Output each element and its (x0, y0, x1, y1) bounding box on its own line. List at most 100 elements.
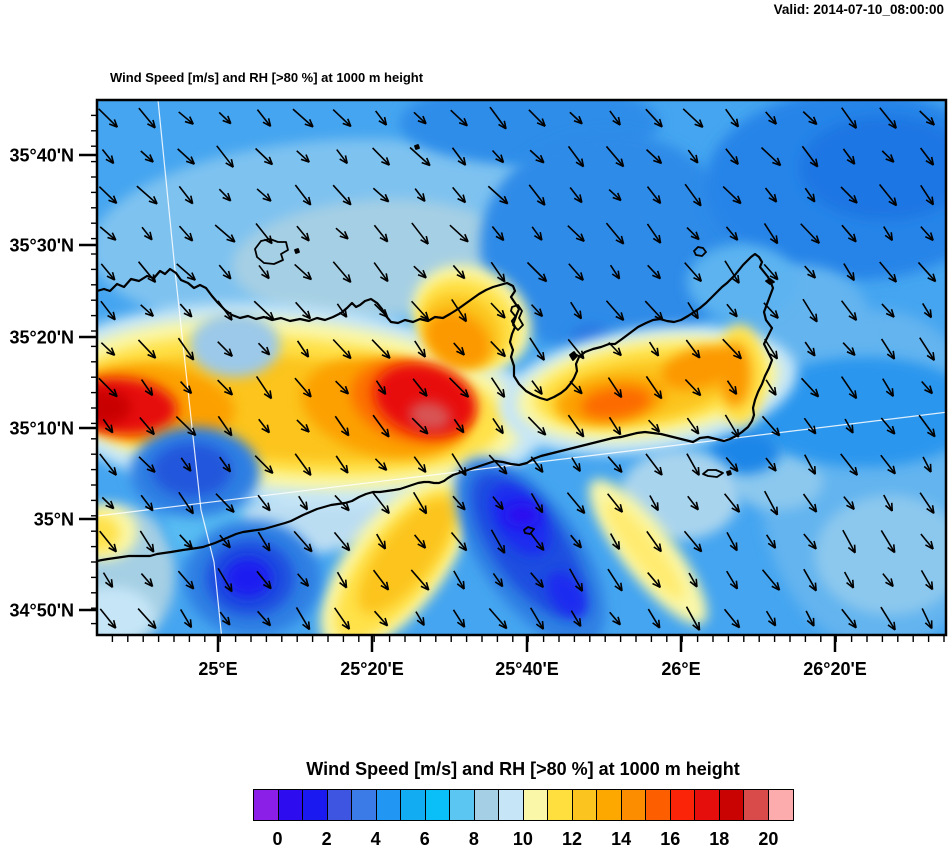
wind-vector-arrow (800, 223, 821, 244)
wind-vector-arrow (882, 378, 895, 397)
wind-vector-arrow (842, 342, 856, 357)
wind-vector-arrow (256, 109, 272, 128)
wind-vector-arrow (843, 571, 855, 589)
wind-vector-arrow (180, 457, 192, 472)
wind-vector-arrow (258, 418, 271, 434)
wind-vector-arrow (255, 375, 273, 400)
y-axis-label: 35°10'N (9, 419, 74, 439)
wind-vector-arrow (414, 340, 427, 358)
wind-vector-arrow (645, 453, 663, 476)
colorbar-cell (352, 790, 377, 820)
wind-map-plot: 35°40'N 35°30'N 35°20'N 35°10'N 35°N 34°50'N 2… (9, 98, 948, 679)
colorbar-cell (719, 790, 744, 820)
wind-vector-arrow (140, 573, 154, 588)
wind-vector-arrow (570, 534, 583, 549)
wind-vector-arrow (179, 303, 193, 318)
wind-vector-arrow (216, 145, 235, 168)
wind-vector-arrow (177, 148, 196, 165)
legend-title: Wind Speed [m/s] and RH [>80 %] at 1000 … (306, 759, 740, 779)
wind-vector-arrow (335, 227, 349, 240)
wind-vector-arrow (138, 107, 156, 129)
wind-vector-arrow (374, 458, 388, 471)
wind-vector-arrow (760, 146, 782, 167)
wind-vector-arrow (100, 263, 116, 281)
wind-vector-arrow (841, 107, 858, 129)
colorbar-cell (401, 790, 426, 820)
wind-speed-contour-blob (719, 343, 751, 407)
wind-vector-arrow (802, 298, 818, 323)
wind-vector-arrow (452, 186, 467, 204)
wind-vector-arrow (802, 493, 818, 513)
wind-vector-arrow (297, 573, 310, 587)
wind-vector-arrow (214, 224, 236, 243)
wind-vector-arrow (492, 496, 504, 511)
wind-vector-arrow (726, 303, 738, 318)
wind-vector-arrow (530, 572, 545, 589)
wind-vector-arrow (333, 531, 351, 552)
wind-speed-contour-blob (358, 498, 454, 614)
wind-vector-arrow (725, 457, 739, 473)
wind-vector-arrow (450, 109, 469, 127)
wind-vector-arrow (490, 302, 506, 319)
wind-vector-arrow (529, 607, 545, 630)
wind-vector-arrow (177, 337, 195, 361)
wind-vector-arrow (372, 414, 390, 438)
wind-vector-arrow (257, 610, 272, 627)
wind-vector-arrow (918, 414, 936, 438)
wind-vector-arrow (805, 610, 815, 627)
wind-vector-arrow (645, 375, 663, 400)
wind-vector-arrow (685, 606, 701, 631)
wind-vector-arrow (685, 339, 701, 359)
wind-vector-arrow (761, 415, 781, 437)
wind-vector-arrow (607, 568, 623, 592)
wind-vector-arrow (687, 301, 699, 320)
colorbar-tick-label: 0 (272, 829, 283, 849)
wind-vector-arrow (410, 569, 430, 591)
wind-vector-arrow (567, 414, 585, 438)
wind-vector-arrow (451, 147, 467, 166)
y-axis-label: 35°30'N (9, 236, 74, 256)
wind-speed-contour-blob (800, 116, 946, 220)
wind-vector-arrow (607, 377, 623, 399)
wind-vector-arrow (842, 529, 856, 554)
colorbar (253, 789, 794, 821)
wind-vector-arrow (140, 494, 154, 512)
colorbar-cell (327, 790, 352, 820)
wind-vector-arrow (605, 145, 625, 168)
wind-vector-arrow (100, 342, 116, 357)
colorbar-tick-label: 4 (370, 829, 381, 849)
wind-vector-arrow (804, 187, 816, 203)
wind-vector-arrow (139, 416, 155, 436)
wind-vector-arrow (178, 225, 194, 242)
wind-vector-arrow (570, 610, 582, 628)
wind-vector-arrow (373, 262, 389, 283)
wind-vector-arrow (295, 301, 312, 320)
wind-vector-arrow (332, 184, 352, 206)
wind-vector-arrow (452, 264, 466, 280)
wind-vector-arrow (687, 495, 700, 511)
wind-speed-contour-blob (710, 430, 780, 474)
wind-vector-arrow (763, 302, 779, 319)
wind-vector-arrow (607, 456, 623, 474)
pseira-island (569, 351, 578, 361)
wind-vector-arrow (298, 495, 309, 511)
wind-vector-arrow (219, 534, 231, 549)
wind-vector-arrow (529, 532, 545, 552)
wind-vector-arrow (840, 376, 858, 400)
x-axis-label: 25°E (198, 659, 237, 679)
wind-vector-arrow (257, 494, 271, 512)
colorbar-cell (278, 790, 303, 820)
wind-vector-arrow (531, 226, 543, 241)
wind-vector-arrow (684, 183, 702, 207)
wind-vector-arrow (804, 265, 817, 279)
avgo-islet (414, 144, 420, 150)
colorbar-tick-label: 16 (660, 829, 681, 849)
wind-speed-contour-blob (815, 495, 946, 615)
wind-vector-arrow (608, 188, 622, 202)
wind-vector-arrow (919, 337, 936, 361)
wind-vector-arrow (412, 378, 428, 397)
wind-vector-arrow (646, 186, 662, 205)
wind-vector-arrow (528, 184, 546, 206)
wind-vector-arrow (413, 111, 427, 125)
islet-east-of-dia (294, 248, 300, 254)
